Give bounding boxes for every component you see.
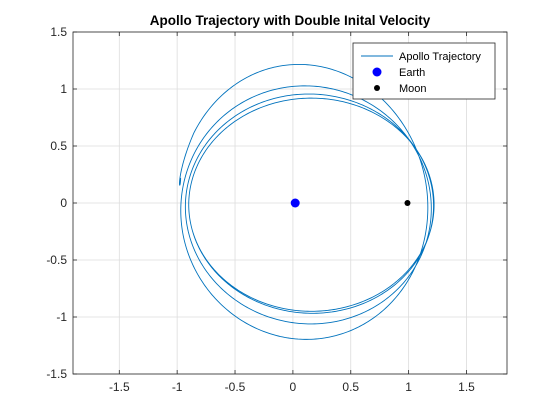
chart-title: Apollo Trajectory with Double Inital Vel… xyxy=(150,13,431,28)
ticks xyxy=(73,31,507,375)
y-tick-label: 0.5 xyxy=(50,139,67,153)
y-tick-label: -1.5 xyxy=(46,367,67,381)
y-tick-label: 1.5 xyxy=(50,25,67,39)
legend-label-earth: Earth xyxy=(399,67,425,79)
legend[interactable]: Apollo Trajectory Earth Moon xyxy=(352,42,496,100)
legend-moon-swatch xyxy=(374,85,380,91)
x-tick-label: 1.5 xyxy=(458,380,475,394)
y-tick-label: -0.5 xyxy=(46,253,67,267)
y-tick-label: 0 xyxy=(60,196,67,210)
moon-marker xyxy=(404,200,411,206)
y-tick-label: 1 xyxy=(60,82,67,96)
x-tick-label: 1 xyxy=(405,380,412,394)
x-tick-label: -1 xyxy=(172,380,183,394)
y-tick-label: -1 xyxy=(56,310,67,324)
series-layer xyxy=(179,63,435,340)
earth-marker xyxy=(290,198,300,208)
legend-label-moon: Moon xyxy=(399,83,427,95)
x-tick-label: 0.5 xyxy=(342,380,359,394)
legend-earth-swatch xyxy=(372,67,382,77)
apollo-trajectory-line xyxy=(179,63,435,340)
legend-label-trajectory: Apollo Trajectory xyxy=(399,51,481,63)
x-tick-label: -1.5 xyxy=(109,380,130,394)
x-tick-label: 0 xyxy=(290,380,297,394)
x-tick-label: -0.5 xyxy=(225,380,246,394)
tick-labels: -1.5 -1 -0.5 0 0.5 1 1.5 -1.5 -1 -0.5 0 0.5 1 1.5 xyxy=(46,25,475,394)
